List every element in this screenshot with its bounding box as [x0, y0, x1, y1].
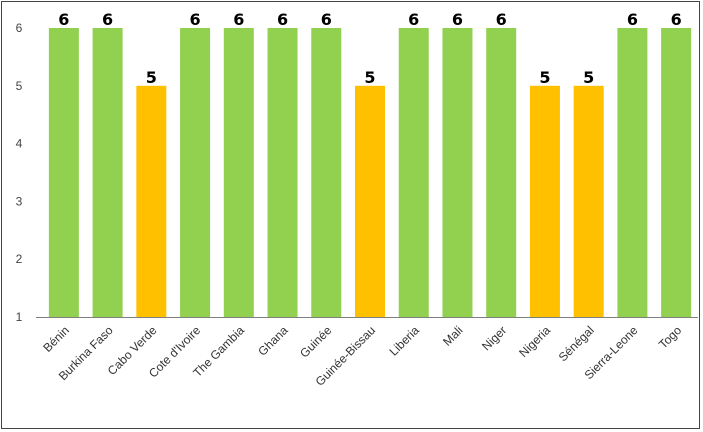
- y-tick-label: 4: [16, 137, 23, 151]
- data-label: 6: [408, 10, 419, 29]
- bar: [92, 28, 123, 317]
- bar: [573, 85, 604, 317]
- data-labels: 6 6 5 6 6 6 6 5 6 6 6 5 5 6 6: [58, 10, 681, 87]
- bar: [355, 85, 385, 317]
- data-label: 6: [321, 10, 332, 29]
- bar: [136, 85, 167, 317]
- x-tick-label: Liberia: [386, 323, 422, 359]
- x-tick-label: Ghana: [255, 323, 291, 359]
- bar: [617, 28, 648, 317]
- data-label: 6: [277, 10, 288, 29]
- y-tick-label: 5: [16, 79, 23, 93]
- data-label: 5: [539, 68, 550, 87]
- data-label: 6: [189, 10, 200, 29]
- data-label: 6: [627, 10, 638, 29]
- data-label: 6: [58, 10, 69, 29]
- x-tick-label: Sénégal: [556, 323, 597, 364]
- data-label: 6: [452, 10, 463, 29]
- bar: [442, 28, 473, 317]
- x-tick-label: Mali: [440, 323, 465, 348]
- bar: [267, 28, 298, 317]
- data-label: 5: [583, 68, 594, 87]
- bar: [661, 28, 692, 317]
- data-label: 6: [233, 10, 244, 29]
- bar: [180, 28, 211, 317]
- bar: [311, 28, 342, 317]
- x-tick-label: Guinée: [297, 323, 334, 360]
- bars: [48, 28, 692, 317]
- x-tick-label: Bénin: [40, 323, 72, 355]
- data-label: 6: [102, 10, 113, 29]
- bar: [486, 28, 517, 317]
- data-label: 6: [671, 10, 682, 29]
- x-tick-label: Niger: [479, 323, 509, 353]
- y-tick-label: 1: [16, 310, 23, 324]
- x-tick-label: Nigeria: [516, 323, 553, 360]
- y-tick-label: 2: [16, 252, 23, 266]
- bar: [398, 28, 429, 317]
- y-tick-label: 6: [16, 21, 23, 35]
- bar: [529, 85, 560, 317]
- bar: [48, 28, 79, 317]
- data-label: 5: [146, 68, 157, 87]
- data-label: 6: [496, 10, 507, 29]
- y-tick-label: 3: [16, 194, 23, 208]
- x-tick-label: Togo: [656, 323, 685, 352]
- data-label: 5: [364, 68, 375, 87]
- y-axis-ticks: 1 2 3 4 5 6: [16, 21, 23, 324]
- bar: [223, 28, 254, 317]
